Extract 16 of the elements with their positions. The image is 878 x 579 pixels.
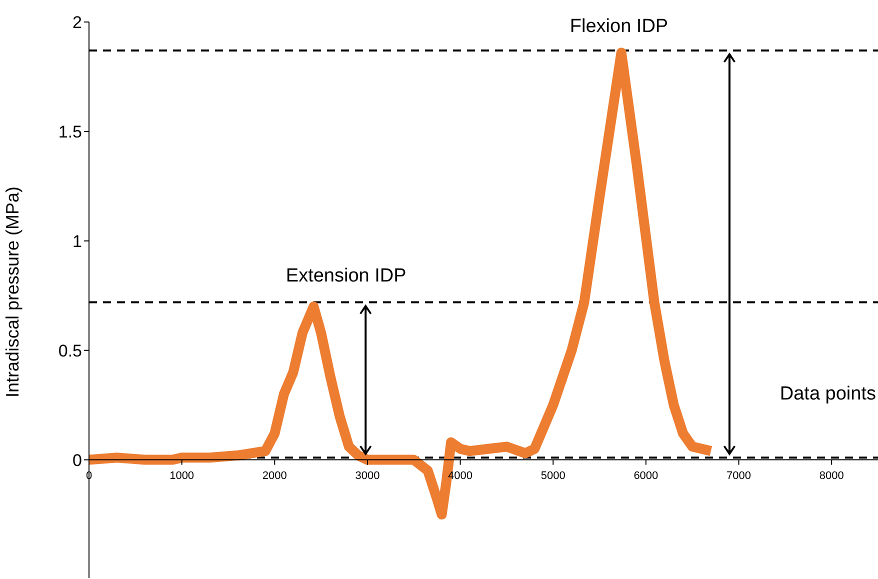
y-tick-label: 1 [72,232,82,251]
x-axis-title: Data points [780,384,876,405]
y-axis-title: Intradiscal pressure (MPa) [2,186,22,398]
annotation: Flexion IDP [570,16,668,37]
y-tick-label: 2 [72,13,82,32]
x-tick-label: 6000 [634,470,658,482]
y-tick-label: 1.5 [58,122,82,142]
x-tick-label: 8000 [819,470,844,482]
y-tick-label: 0.5 [58,341,82,360]
x-tick-label: 3000 [355,470,380,482]
x-tick-label: 5000 [540,470,566,482]
annotation: Extension IDP [286,265,406,286]
y-tick-label: 0 [72,450,82,470]
x-tick-label: 2000 [262,470,287,482]
x-tick-label: 7000 [726,470,752,482]
x-tick-label: 1000 [170,470,194,482]
